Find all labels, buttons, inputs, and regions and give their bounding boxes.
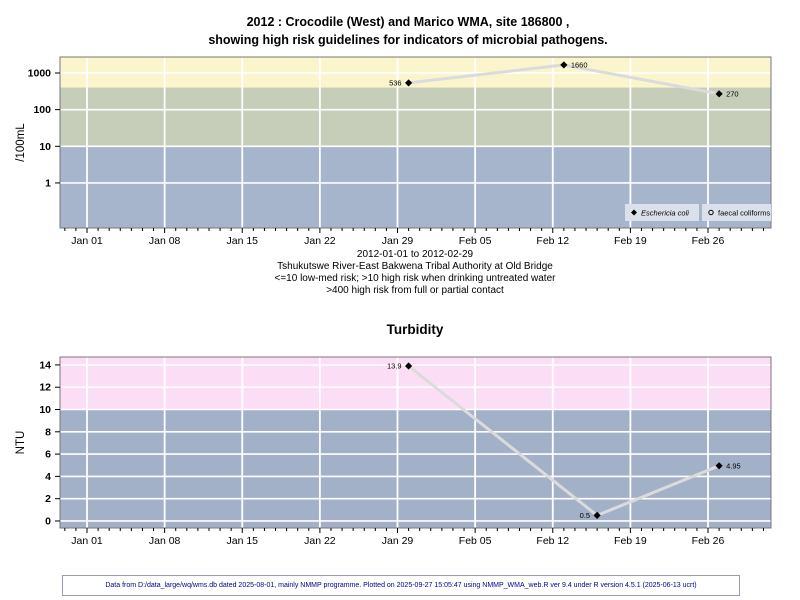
risk-band xyxy=(60,87,771,147)
data-point-label: 13.9 xyxy=(387,362,402,371)
y-tick-label: 4 xyxy=(45,471,51,483)
x-tick-label: Jan 08 xyxy=(149,535,181,547)
data-point-marker xyxy=(715,462,723,470)
footer-provenance: Data from D:/data_large/wq/wms.db dated … xyxy=(62,575,740,596)
x-tick-label: Feb 05 xyxy=(459,235,492,247)
y-tick-label: 10 xyxy=(39,404,51,416)
x-tick-label: Jan 08 xyxy=(149,235,181,247)
y-tick-label: 6 xyxy=(45,449,51,461)
x-tick-label: Jan 15 xyxy=(226,235,258,247)
legend-diamond-icon xyxy=(631,209,637,216)
x-tick-label: Feb 12 xyxy=(536,535,569,547)
data-point-marker xyxy=(715,90,723,98)
plot-border xyxy=(59,356,772,529)
x-tick-label: Jan 22 xyxy=(304,535,336,547)
y-axis-label: NTU xyxy=(15,431,27,455)
plot-border xyxy=(59,56,772,229)
page-title-line1: 2012 : Crocodile (West) and Marico WMA, … xyxy=(246,15,570,29)
data-point-label: 4.95 xyxy=(726,461,741,470)
y-tick-label: 14 xyxy=(39,359,51,371)
data-point-label: 270 xyxy=(726,89,739,98)
x-tick-label: Jan 01 xyxy=(71,235,103,247)
legend-cell xyxy=(625,204,699,221)
y-tick-label: 8 xyxy=(45,426,51,438)
subtitle-risk-guideline-2: >400 high risk from full or partial cont… xyxy=(326,285,504,296)
x-tick-label: Jan 01 xyxy=(71,535,103,547)
x-tick-label: Jan 15 xyxy=(226,535,258,547)
data-point-marker xyxy=(404,362,413,370)
y-tick-label: 10 xyxy=(39,141,51,153)
y-tick-label: 2 xyxy=(45,493,51,505)
legend-circle-icon xyxy=(708,209,714,216)
x-tick-label: Feb 26 xyxy=(692,235,725,247)
data-point-label: 536 xyxy=(389,79,402,88)
y-tick-label: 0 xyxy=(45,515,51,527)
x-tick-label: Feb 19 xyxy=(614,235,647,247)
data-point-marker xyxy=(593,511,601,520)
x-tick-label: Feb 19 xyxy=(614,535,647,547)
legend-label: faecal coliforms xyxy=(718,208,770,217)
subtitle-date-range: 2012-01-01 to 2012-02-29 xyxy=(356,249,474,260)
legend-label: Eschericia coli xyxy=(641,208,689,217)
y-axis-label: /100mL xyxy=(15,123,27,162)
chart-turbidity: 0 2 4 6 8 10 12 14 Jan 01 Jan 08 Jan 15 Jan 22 Jan 2… xyxy=(15,356,772,547)
data-point-label: 1660 xyxy=(571,61,588,70)
y-tick-label: 1000 xyxy=(28,67,52,79)
subtitle-risk-guideline-1: <=10 low-med risk; >10 high risk when dr… xyxy=(274,273,556,284)
x-tick-label: Feb 05 xyxy=(459,535,492,547)
legend-cell xyxy=(702,204,771,221)
page-title-line2: showing high risk guidelines for indicat… xyxy=(208,33,608,47)
data-point-marker xyxy=(560,61,568,69)
turbidity-chart-title: Turbidity xyxy=(386,322,444,337)
y-tick-label: 100 xyxy=(33,104,51,116)
chart-microbial: 1000 100 10 1 Jan 01 Jan 08 Jan 15 Jan 22 Jan 29… xyxy=(15,56,772,247)
data-point-label: 0.5 xyxy=(580,511,590,520)
x-tick-label: Jan 29 xyxy=(382,235,414,247)
chart-subtitle: 2012-01-01 to 2012-02-29 Tshukutswe Rive… xyxy=(15,249,800,297)
subtitle-site-name: Tshukutswe River-East Bakwena Tribal Aut… xyxy=(277,261,553,272)
y-tick-label: 12 xyxy=(39,382,51,394)
x-tick-label: Jan 29 xyxy=(382,535,414,547)
page-title: 2012 : Crocodile (West) and Marico WMA, … xyxy=(8,13,800,49)
x-tick-label: Feb 26 xyxy=(692,535,725,547)
risk-band xyxy=(60,357,771,410)
data-point-marker xyxy=(404,79,413,87)
x-tick-label: Jan 22 xyxy=(304,235,336,247)
x-tick-label: Feb 12 xyxy=(536,235,569,247)
y-tick-label: 1 xyxy=(45,177,51,189)
risk-band xyxy=(60,409,771,528)
